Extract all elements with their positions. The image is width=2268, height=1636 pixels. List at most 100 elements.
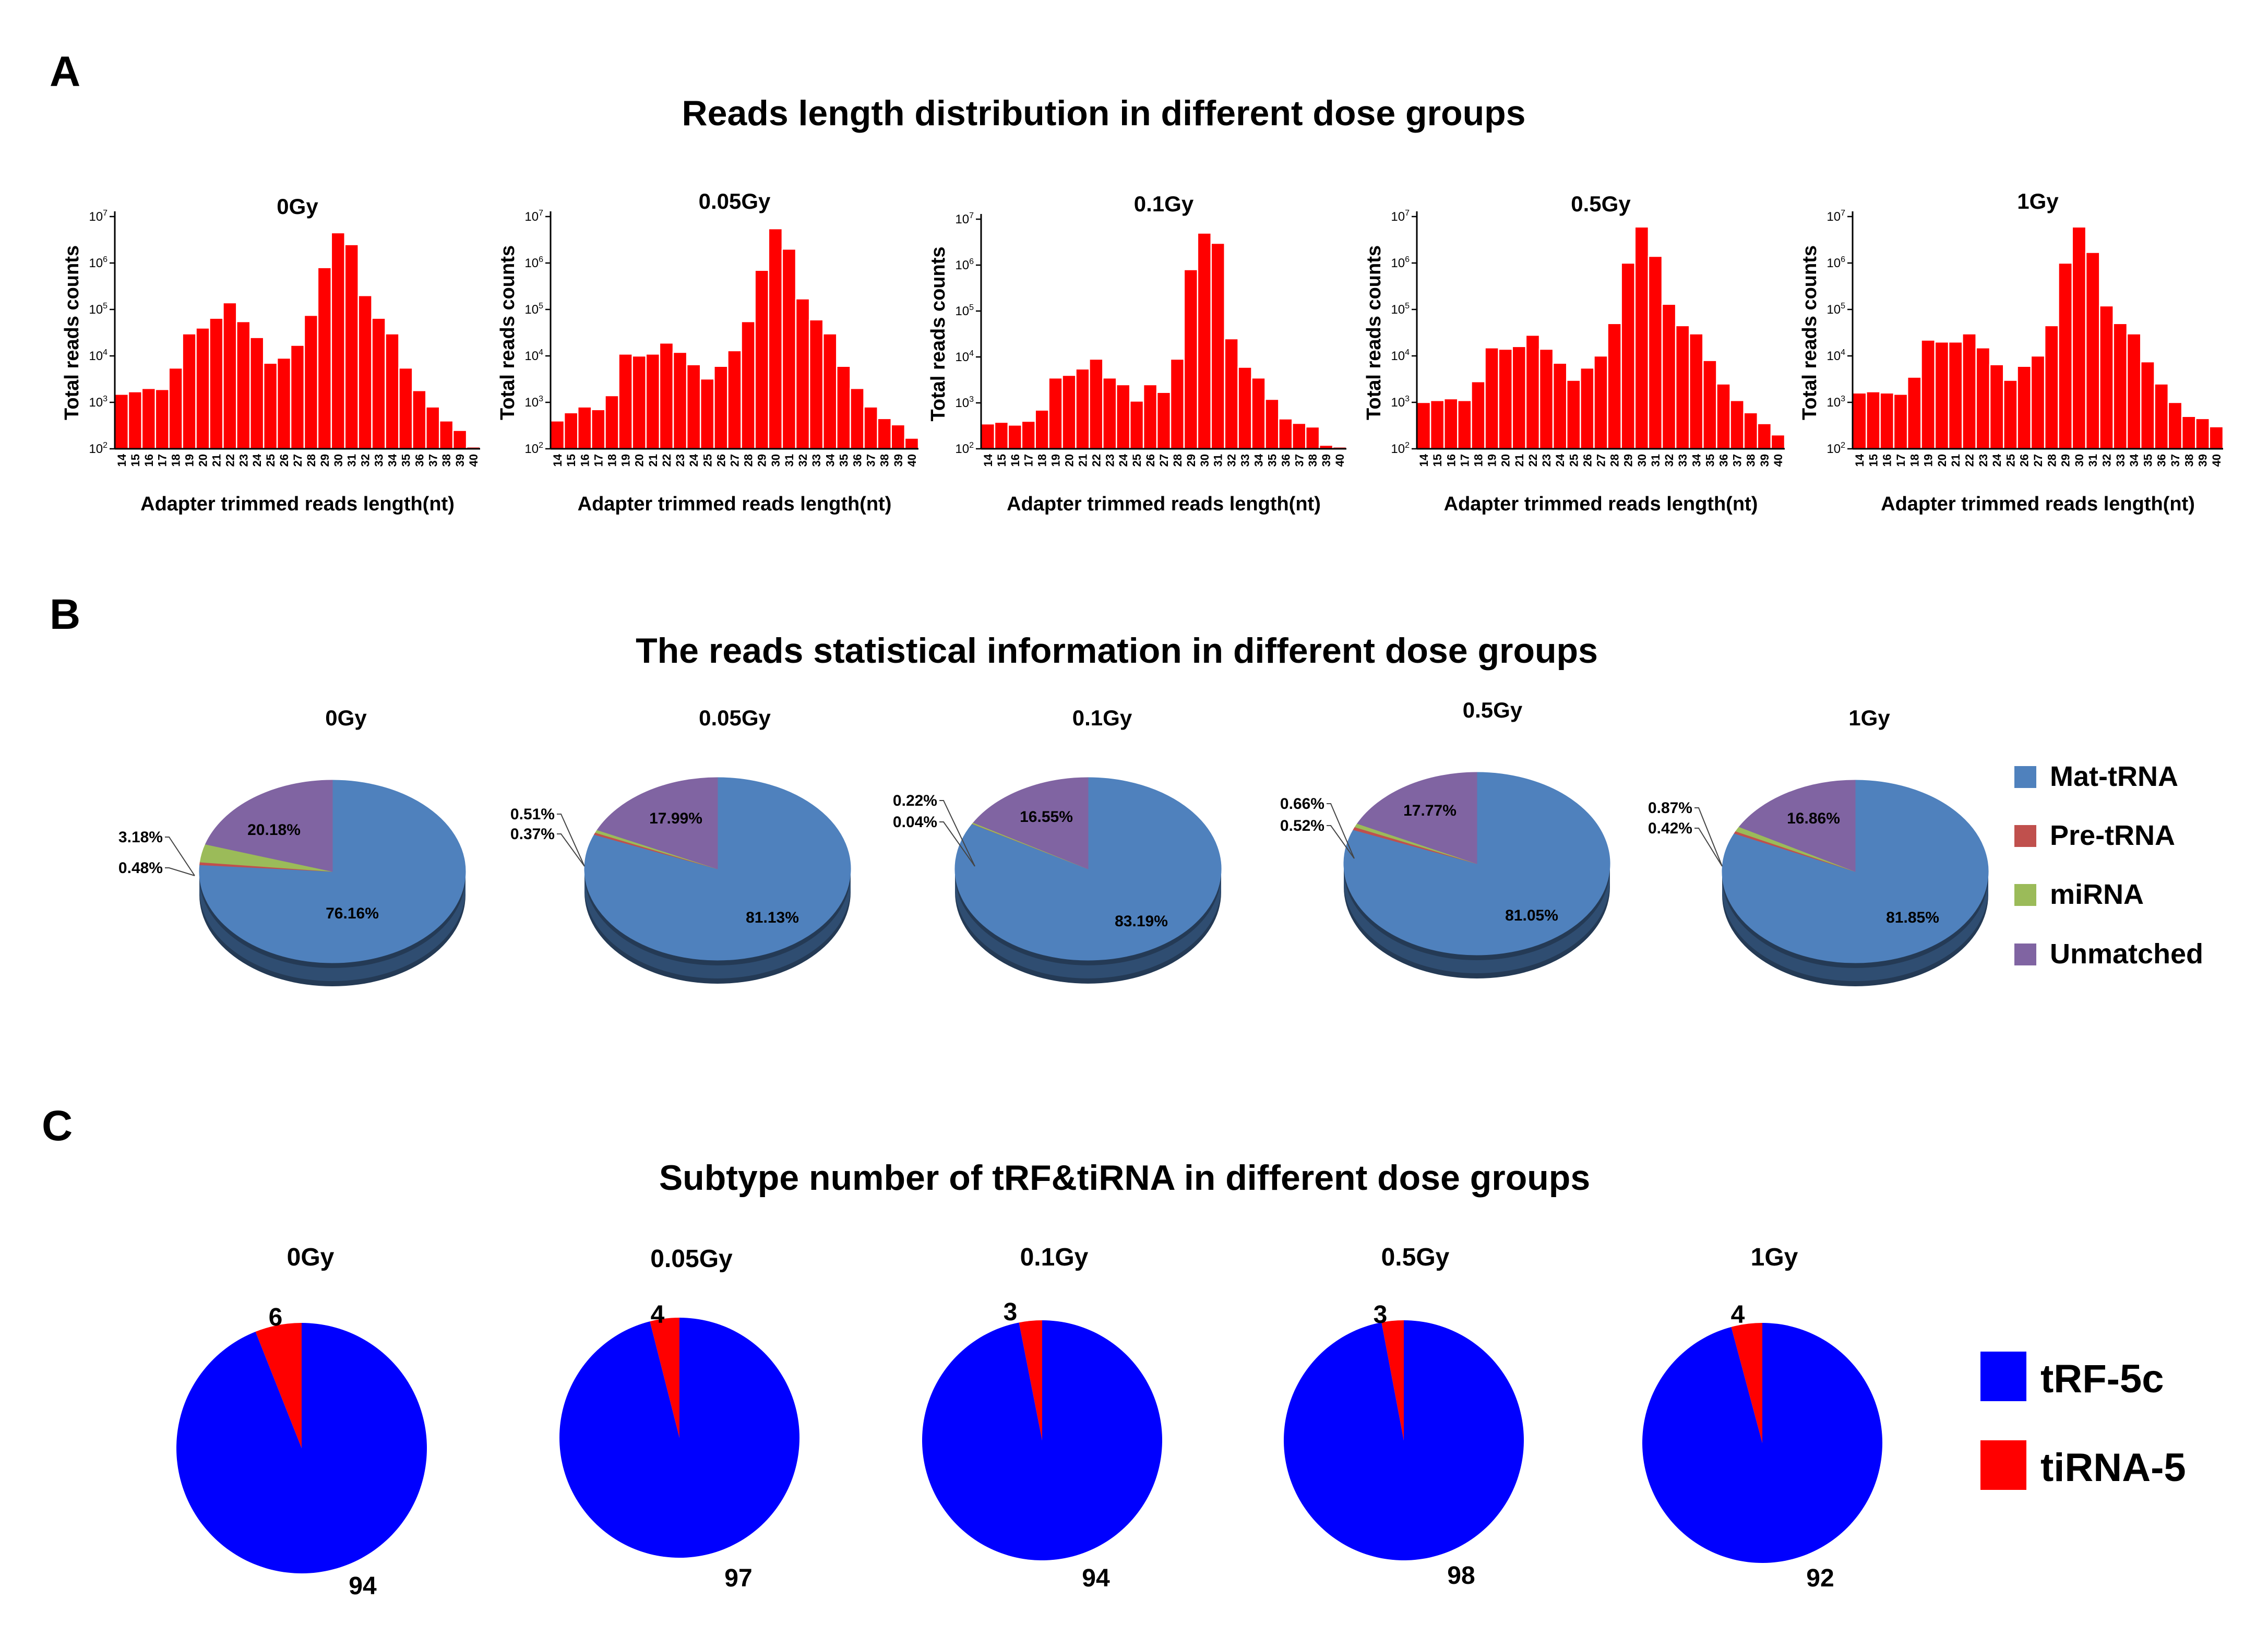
x-tick-label: 17: [1894, 454, 1907, 467]
slice-label-pre-trna: 0.48%: [118, 859, 163, 877]
bar: [1498, 348, 1513, 450]
bar: [2085, 252, 2100, 450]
bar: [2112, 323, 2128, 450]
x-tick-label: 25: [2004, 454, 2017, 467]
x-axis-title: Adapter trimmed reads length(nt): [140, 493, 455, 515]
bar: [1538, 348, 1554, 450]
x-tick-label: 37: [1293, 454, 1306, 467]
x-tick-label: 16: [1009, 454, 1022, 467]
bar: [1183, 269, 1199, 450]
pie-3: 0.5Gy 3 98: [1284, 1244, 1524, 1590]
bar: [2167, 401, 2183, 450]
bar: [262, 362, 278, 450]
callout-line: [939, 821, 975, 867]
bar: [2071, 226, 2087, 450]
callout-line: [1694, 828, 1723, 867]
y-tick-label: 107: [955, 211, 974, 226]
x-tick-label: 22: [1526, 454, 1539, 467]
bar: [1142, 384, 1158, 450]
x-tick-label: 21: [647, 454, 660, 467]
panel-a-letter: A: [50, 48, 80, 95]
y-axis-title: Total reads counts: [1799, 245, 1821, 420]
x-tick-label: 37: [1731, 454, 1744, 467]
x-tick-label: 28: [1171, 454, 1184, 467]
x-tick-label: 31: [1649, 454, 1662, 467]
x-tick-label: 23: [237, 454, 250, 467]
slice-label-mirna: 0.22%: [893, 792, 937, 809]
slice-label-mirna: 0.87%: [1648, 799, 1692, 817]
legend-label-unmatched: Unmatched: [2050, 938, 2203, 970]
pie-title: 1Gy: [1848, 706, 1890, 730]
bar: [1607, 323, 1622, 450]
x-tick-label: 16: [142, 454, 156, 467]
y-tick-label: 106: [524, 255, 543, 270]
x-tick-label: 20: [1936, 454, 1949, 467]
x-tick-label: 35: [1703, 454, 1716, 467]
bar: [2003, 379, 2018, 450]
x-tick-label: 28: [305, 454, 318, 467]
pie-slice-tirna-5: [1019, 1320, 1042, 1440]
chart-title: 0Gy: [277, 194, 318, 219]
x-axis-title: Adapter trimmed reads length(nt): [1444, 493, 1758, 515]
slice-label-trf-5c: 94: [349, 1572, 377, 1600]
bar: [1075, 368, 1090, 450]
x-tick-label: 21: [1513, 454, 1526, 467]
x-tick-label: 24: [687, 453, 700, 467]
legend-swatch-unmatched: [2014, 944, 2036, 965]
legend-swatch-mirna: [2014, 884, 2036, 906]
callout-line: [1694, 807, 1723, 867]
bar: [385, 333, 400, 450]
bar: [398, 367, 413, 450]
pie-slice-trf-5c: [176, 1323, 427, 1573]
slice-label-trf-5c: 92: [1806, 1565, 1834, 1592]
slice-label-mirna: 3.18%: [118, 829, 163, 846]
y-tick-label: 104: [1827, 348, 1845, 363]
x-tick-label: 29: [756, 454, 769, 467]
bar: [1237, 366, 1252, 450]
x-tick-label: 39: [2197, 454, 2210, 467]
bar: [877, 417, 892, 450]
x-tick-label: 40: [905, 454, 918, 467]
bar: [1934, 341, 1950, 450]
slice-label-mat-trna: 83.19%: [1115, 913, 1168, 930]
bar: [836, 365, 851, 450]
legend-swatch-tirna-5: [1980, 1440, 2026, 1490]
bar: [236, 320, 251, 450]
bar: [1021, 420, 1036, 450]
x-tick-label: 20: [633, 454, 646, 467]
slice-label-mirna: 0.66%: [1280, 795, 1324, 813]
x-tick-label: 18: [606, 454, 619, 467]
slice-label-tirna-5: 3: [1004, 1298, 1018, 1326]
x-tick-label: 39: [1320, 454, 1333, 467]
x-tick-label: 18: [1472, 454, 1485, 467]
bar: [604, 395, 619, 450]
bar: [1048, 377, 1063, 450]
x-tick-label: 19: [1486, 454, 1499, 467]
bar: [713, 365, 729, 450]
x-tick-label: 31: [783, 454, 796, 467]
bar: [1688, 333, 1704, 450]
x-axis-title: Adapter trimmed reads length(nt): [578, 493, 892, 515]
bar: [2140, 361, 2155, 450]
pie3d-2: 0.1Gy 83.19% 16.55% 0.22% 0.04%: [893, 706, 1222, 984]
pie-slice-unmatched: [596, 777, 718, 869]
bar: [209, 317, 224, 450]
bar: [1757, 423, 1772, 450]
bar: [1102, 377, 1117, 450]
y-tick-label: 107: [524, 209, 543, 224]
bar: [182, 333, 197, 450]
bar: [195, 327, 210, 450]
y-tick-label: 103: [1391, 395, 1410, 410]
x-tick-label: 19: [183, 454, 196, 467]
bar: [2099, 305, 2114, 450]
chart-title: 0.05Gy: [699, 189, 771, 213]
y-tick-label: 103: [524, 395, 543, 410]
x-tick-label: 26: [714, 454, 727, 467]
slice-label-pre-trna: 0.42%: [1648, 820, 1692, 837]
bar: [618, 353, 633, 450]
x-tick-label: 33: [810, 454, 823, 467]
y-tick-label: 106: [1827, 255, 1845, 270]
bar: [850, 387, 865, 450]
slice-label-pre-trna: 0.52%: [1280, 817, 1324, 834]
